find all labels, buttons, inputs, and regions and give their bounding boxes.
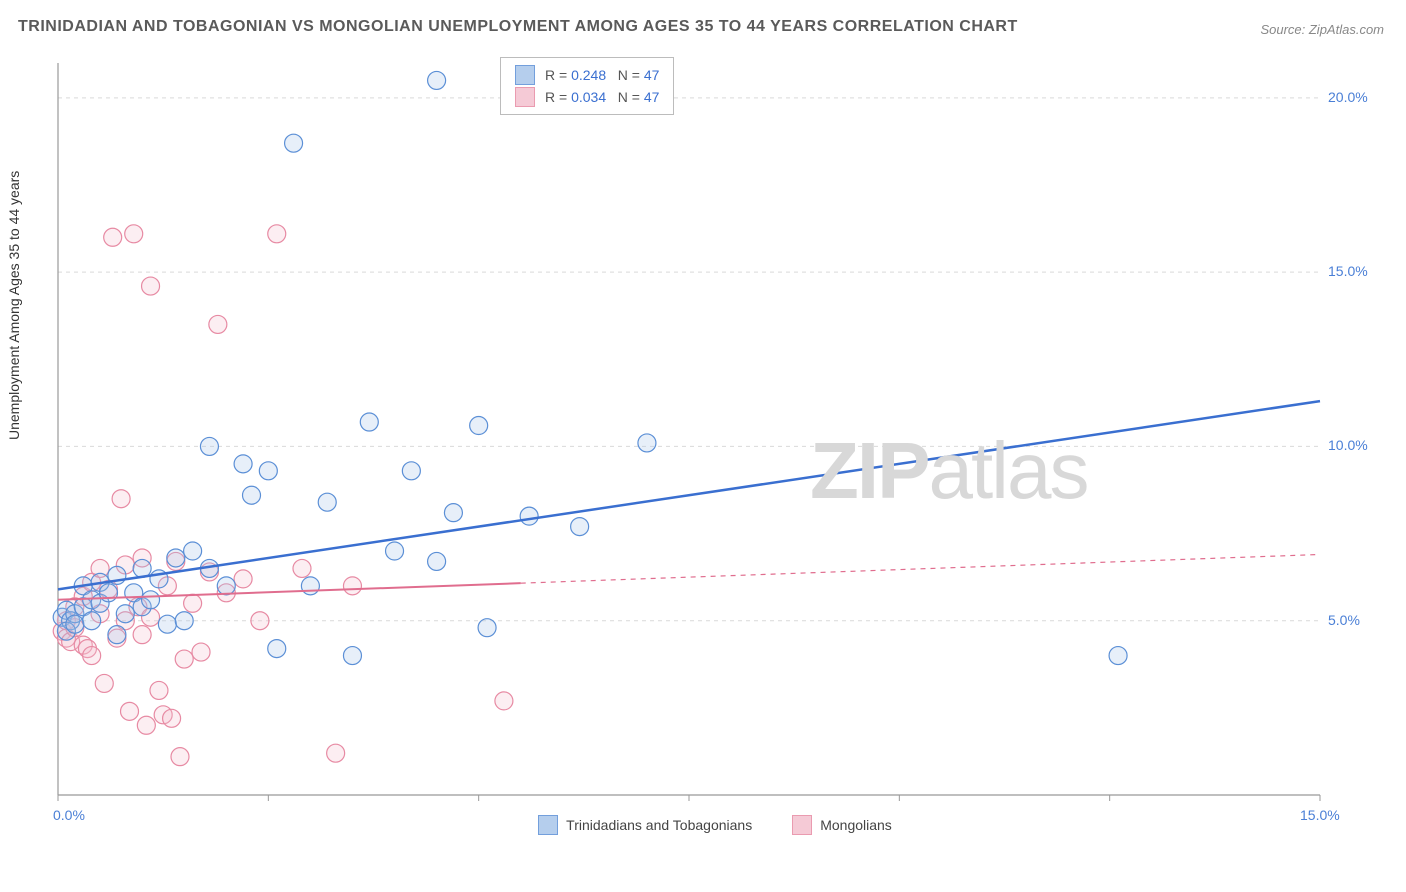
- legend-swatch: [792, 815, 812, 835]
- x-tick-label: 15.0%: [1300, 807, 1340, 823]
- legend-swatch: [538, 815, 558, 835]
- y-tick-label: 15.0%: [1328, 263, 1368, 279]
- legend-swatch: [515, 65, 535, 85]
- y-tick-label: 5.0%: [1328, 612, 1360, 628]
- legend-label: Trinidadians and Tobagonians: [566, 817, 752, 833]
- legend-label: Mongolians: [820, 817, 892, 833]
- x-tick-label: 0.0%: [53, 807, 85, 823]
- y-tick-label: 10.0%: [1328, 437, 1368, 453]
- chart-svg: [50, 55, 1380, 830]
- legend-row: R = 0.248 N = 47: [515, 64, 659, 86]
- scatter-plot: R = 0.248 N = 47R = 0.034 N = 47 ZIPatla…: [50, 55, 1380, 830]
- legend-row: R = 0.034 N = 47: [515, 86, 659, 108]
- legend-stat: R = 0.034 N = 47: [545, 86, 659, 108]
- source-label: Source: ZipAtlas.com: [1260, 22, 1384, 37]
- correlation-legend: R = 0.248 N = 47R = 0.034 N = 47: [500, 57, 674, 115]
- legend-item: Mongolians: [792, 815, 892, 835]
- y-axis-label: Unemployment Among Ages 35 to 44 years: [6, 171, 22, 440]
- legend-stat: R = 0.248 N = 47: [545, 64, 659, 86]
- legend-swatch: [515, 87, 535, 107]
- chart-title: TRINIDADIAN AND TOBAGONIAN VS MONGOLIAN …: [18, 18, 1018, 36]
- y-tick-label: 20.0%: [1328, 89, 1368, 105]
- series-legend: Trinidadians and Tobagonians Mongolians: [50, 815, 1380, 835]
- legend-item: Trinidadians and Tobagonians: [538, 815, 752, 835]
